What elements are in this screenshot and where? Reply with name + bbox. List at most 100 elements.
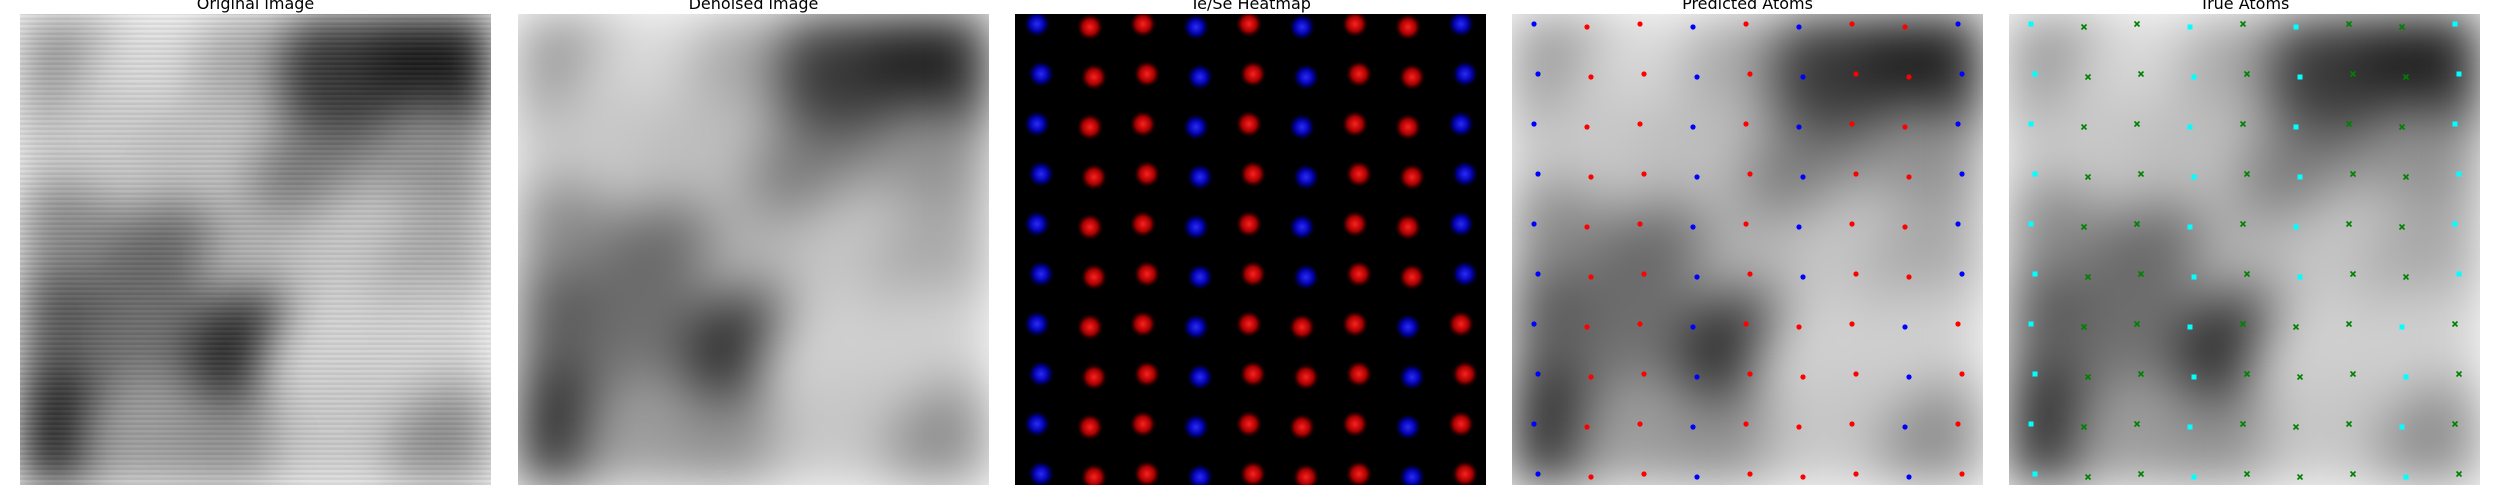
predicted-atom-marker bbox=[1959, 171, 1965, 177]
predicted-atom-marker bbox=[1853, 71, 1859, 77]
te-spot bbox=[1076, 313, 1104, 341]
predicted-markers bbox=[1531, 21, 1965, 480]
predicted-atom-marker bbox=[1853, 371, 1859, 377]
te-spot bbox=[1345, 160, 1373, 188]
predicted-atom-marker bbox=[1955, 321, 1961, 327]
se-spot bbox=[1447, 14, 1475, 38]
se-spot bbox=[1394, 413, 1422, 441]
se-spot bbox=[1292, 63, 1320, 91]
true-atom-square-marker bbox=[2399, 424, 2405, 430]
true-atom-x-marker bbox=[2292, 423, 2300, 431]
predicted-atom-marker bbox=[1743, 221, 1749, 227]
te-spot bbox=[1292, 363, 1320, 391]
predicted-atom-marker bbox=[1531, 421, 1537, 427]
true-atom-square-marker bbox=[2456, 71, 2462, 77]
te-spot bbox=[1345, 260, 1373, 288]
te-spot bbox=[1239, 260, 1267, 288]
predicted-atom-marker bbox=[1849, 421, 1855, 427]
predicted-atom-marker bbox=[1694, 274, 1700, 280]
true-atom-x-marker bbox=[2349, 170, 2357, 178]
true-atom-x-marker bbox=[2137, 270, 2145, 278]
predicted-atom-marker bbox=[1690, 324, 1696, 330]
predicted-atom-marker bbox=[1796, 124, 1802, 130]
panel-title: Original image bbox=[196, 0, 315, 13]
predicted-atom-marker bbox=[1637, 121, 1643, 127]
panel-title: Te/Se Heatmap bbox=[1190, 0, 1311, 13]
true-atom-x-marker bbox=[2349, 270, 2357, 278]
te-spot bbox=[1398, 63, 1426, 91]
true-atom-square-marker bbox=[2456, 171, 2462, 177]
true-atom-x-marker bbox=[2402, 273, 2410, 281]
se-spot bbox=[1292, 263, 1320, 291]
predicted-atom-marker bbox=[1747, 71, 1753, 77]
true-atom-x-marker bbox=[2084, 373, 2092, 381]
true-atom-x-marker bbox=[2084, 173, 2092, 181]
se-spot bbox=[1023, 410, 1051, 438]
true-atom-x-marker bbox=[2349, 70, 2357, 78]
te-spot bbox=[1235, 14, 1263, 38]
true-atom-x-marker bbox=[2345, 220, 2353, 228]
te-spot bbox=[1129, 310, 1157, 338]
se-spot bbox=[1447, 110, 1475, 138]
panel-title: Predicted Atoms bbox=[1682, 0, 1813, 13]
predicted-atom-marker bbox=[1902, 424, 1908, 430]
predicted-atom-marker bbox=[1535, 471, 1541, 477]
predicted-atom-marker bbox=[1535, 271, 1541, 277]
true-atom-x-marker bbox=[2243, 70, 2251, 78]
true-atom-x-marker bbox=[2239, 20, 2247, 28]
true-atom-x-marker bbox=[2345, 120, 2353, 128]
se-spot bbox=[1023, 310, 1051, 338]
true-atom-x-marker bbox=[2133, 20, 2141, 28]
predicted-atom-marker bbox=[1853, 471, 1859, 477]
te-spot bbox=[1133, 160, 1161, 188]
true-atom-square-marker bbox=[2452, 221, 2458, 227]
true-atom-square-marker bbox=[2028, 221, 2034, 227]
predicted-atom-marker bbox=[1584, 424, 1590, 430]
true-atom-square-marker bbox=[2187, 224, 2193, 230]
true-atom-x-marker bbox=[2292, 323, 2300, 331]
predicted-atom-marker bbox=[1959, 271, 1965, 277]
te-spot bbox=[1235, 310, 1263, 338]
predicted-atom-marker bbox=[1584, 324, 1590, 330]
se-spot bbox=[1398, 363, 1426, 391]
predicted-atom-marker bbox=[1535, 171, 1541, 177]
te-spot bbox=[1239, 460, 1267, 485]
true-atom-x-marker bbox=[2243, 370, 2251, 378]
predicted-atom-marker bbox=[1853, 271, 1859, 277]
te-spot bbox=[1394, 213, 1422, 241]
true-atom-x-marker bbox=[2239, 220, 2247, 228]
te-spot bbox=[1080, 363, 1108, 391]
true-atom-square-marker bbox=[2191, 274, 2197, 280]
predicted-atom-marker bbox=[1849, 121, 1855, 127]
predicted-atom-marker bbox=[1743, 421, 1749, 427]
true-atom-square-marker bbox=[2191, 374, 2197, 380]
panel-original-image: Original image bbox=[20, 0, 491, 500]
true-atom-x-marker bbox=[2455, 470, 2463, 478]
predicted-atom-marker bbox=[1796, 324, 1802, 330]
scanline-noise bbox=[20, 14, 491, 485]
true-atom-x-marker bbox=[2296, 373, 2304, 381]
se-spot bbox=[1398, 463, 1426, 485]
panel-denoised-image: Denoised image bbox=[518, 0, 989, 500]
true-atom-square-marker bbox=[2293, 24, 2299, 30]
te-spot bbox=[1398, 263, 1426, 291]
true-atom-square-marker bbox=[2028, 421, 2034, 427]
se-spot bbox=[1186, 363, 1214, 391]
te-spot bbox=[1129, 14, 1157, 38]
true-atom-square-marker bbox=[2452, 21, 2458, 27]
true-atom-x-marker bbox=[2243, 470, 2251, 478]
true-atom-x-marker bbox=[2345, 420, 2353, 428]
true-atom-square-marker bbox=[2297, 74, 2303, 80]
te-spot bbox=[1398, 163, 1426, 191]
true-atom-square-marker bbox=[2032, 471, 2038, 477]
true-atom-x-marker bbox=[2080, 23, 2088, 31]
predicted-atom-marker bbox=[1588, 274, 1594, 280]
heatmap-spots bbox=[1023, 14, 1479, 485]
predicted-atom-marker bbox=[1641, 171, 1647, 177]
te-spot bbox=[1288, 413, 1316, 441]
se-spot bbox=[1186, 163, 1214, 191]
true-atom-x-marker bbox=[2084, 273, 2092, 281]
predicted-atom-marker bbox=[1906, 474, 1912, 480]
true-atom-square-marker bbox=[2032, 271, 2038, 277]
predicted-atom-marker bbox=[1584, 24, 1590, 30]
